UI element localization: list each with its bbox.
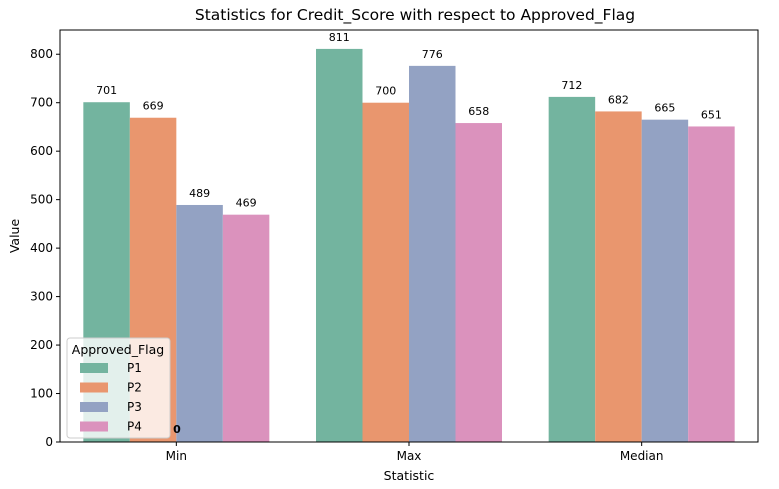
y-tick-label: 600 (30, 144, 53, 158)
data-label: 811 (329, 31, 350, 44)
legend-swatch-p3 (80, 402, 108, 412)
data-label: 776 (422, 48, 443, 61)
bar-p3-min (176, 204, 223, 442)
zero-annotation: 0 (173, 423, 181, 436)
data-label: 669 (143, 100, 164, 113)
bar-p4-max (455, 123, 502, 442)
bar-p4-median (688, 126, 735, 442)
plot-frame (59, 29, 759, 443)
bar-p4-min (222, 214, 270, 442)
y-tick-label: 100 (30, 387, 53, 401)
y-tick-label: 200 (30, 338, 53, 352)
y-tick-label: 0 (45, 435, 53, 449)
legend: Approved_Flag P1 P2 P3 P4 (66, 337, 171, 439)
bar-p2-median (595, 111, 642, 442)
x-tick-label: Median (620, 449, 664, 463)
legend-entries: P1 P2 P3 P4 (80, 361, 142, 434)
data-label: 469 (236, 197, 257, 210)
y-axis-label: Value (7, 219, 22, 254)
y-tick-label: 300 (30, 290, 53, 304)
y-tick-label: 400 (30, 241, 53, 255)
y-tick-label: 700 (30, 96, 53, 110)
legend-swatch-p4 (80, 421, 108, 432)
data-label: 712 (561, 79, 582, 92)
legend-label-p4: P4 (127, 420, 142, 434)
bar-p1-max (316, 48, 363, 442)
data-label: 651 (701, 108, 722, 121)
bar-p3-median (641, 119, 689, 442)
data-label: 658 (468, 105, 489, 118)
x-tick-label: Max (397, 449, 422, 463)
y-tick-label: 800 (30, 47, 53, 61)
legend-title: Approved_Flag (72, 342, 164, 357)
legend-label-p1: P1 (127, 361, 142, 375)
x-tick-label: Min (166, 449, 187, 463)
x-axis-label: Statistic (384, 468, 435, 483)
y-tick-label: 500 (30, 193, 53, 207)
data-label: 682 (608, 93, 629, 106)
bar-p2-max (362, 102, 409, 443)
data-label: 489 (189, 187, 210, 200)
bar-p1-median (548, 96, 596, 443)
legend-label-p3: P3 (127, 400, 142, 414)
legend-label-p2: P2 (127, 381, 142, 395)
data-label: 700 (375, 85, 396, 98)
legend-swatch-p2 (80, 382, 108, 393)
data-label: 701 (96, 84, 117, 97)
chart-title: Statistics for Credit_Score with respect… (195, 6, 635, 25)
bar-p3-max (409, 65, 456, 443)
legend-swatch-p1 (80, 363, 108, 373)
data-label: 665 (654, 102, 675, 115)
